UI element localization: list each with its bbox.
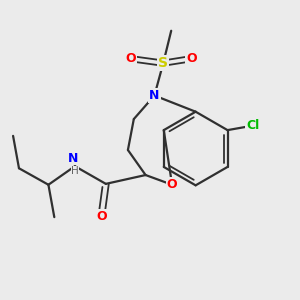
- Text: S: S: [158, 56, 168, 70]
- Text: O: O: [96, 210, 107, 223]
- Text: Cl: Cl: [246, 119, 259, 132]
- Text: H: H: [71, 166, 79, 176]
- Text: N: N: [68, 152, 79, 165]
- Text: O: O: [167, 178, 177, 191]
- Text: O: O: [186, 52, 196, 65]
- Text: O: O: [125, 52, 136, 65]
- Text: N: N: [149, 89, 160, 102]
